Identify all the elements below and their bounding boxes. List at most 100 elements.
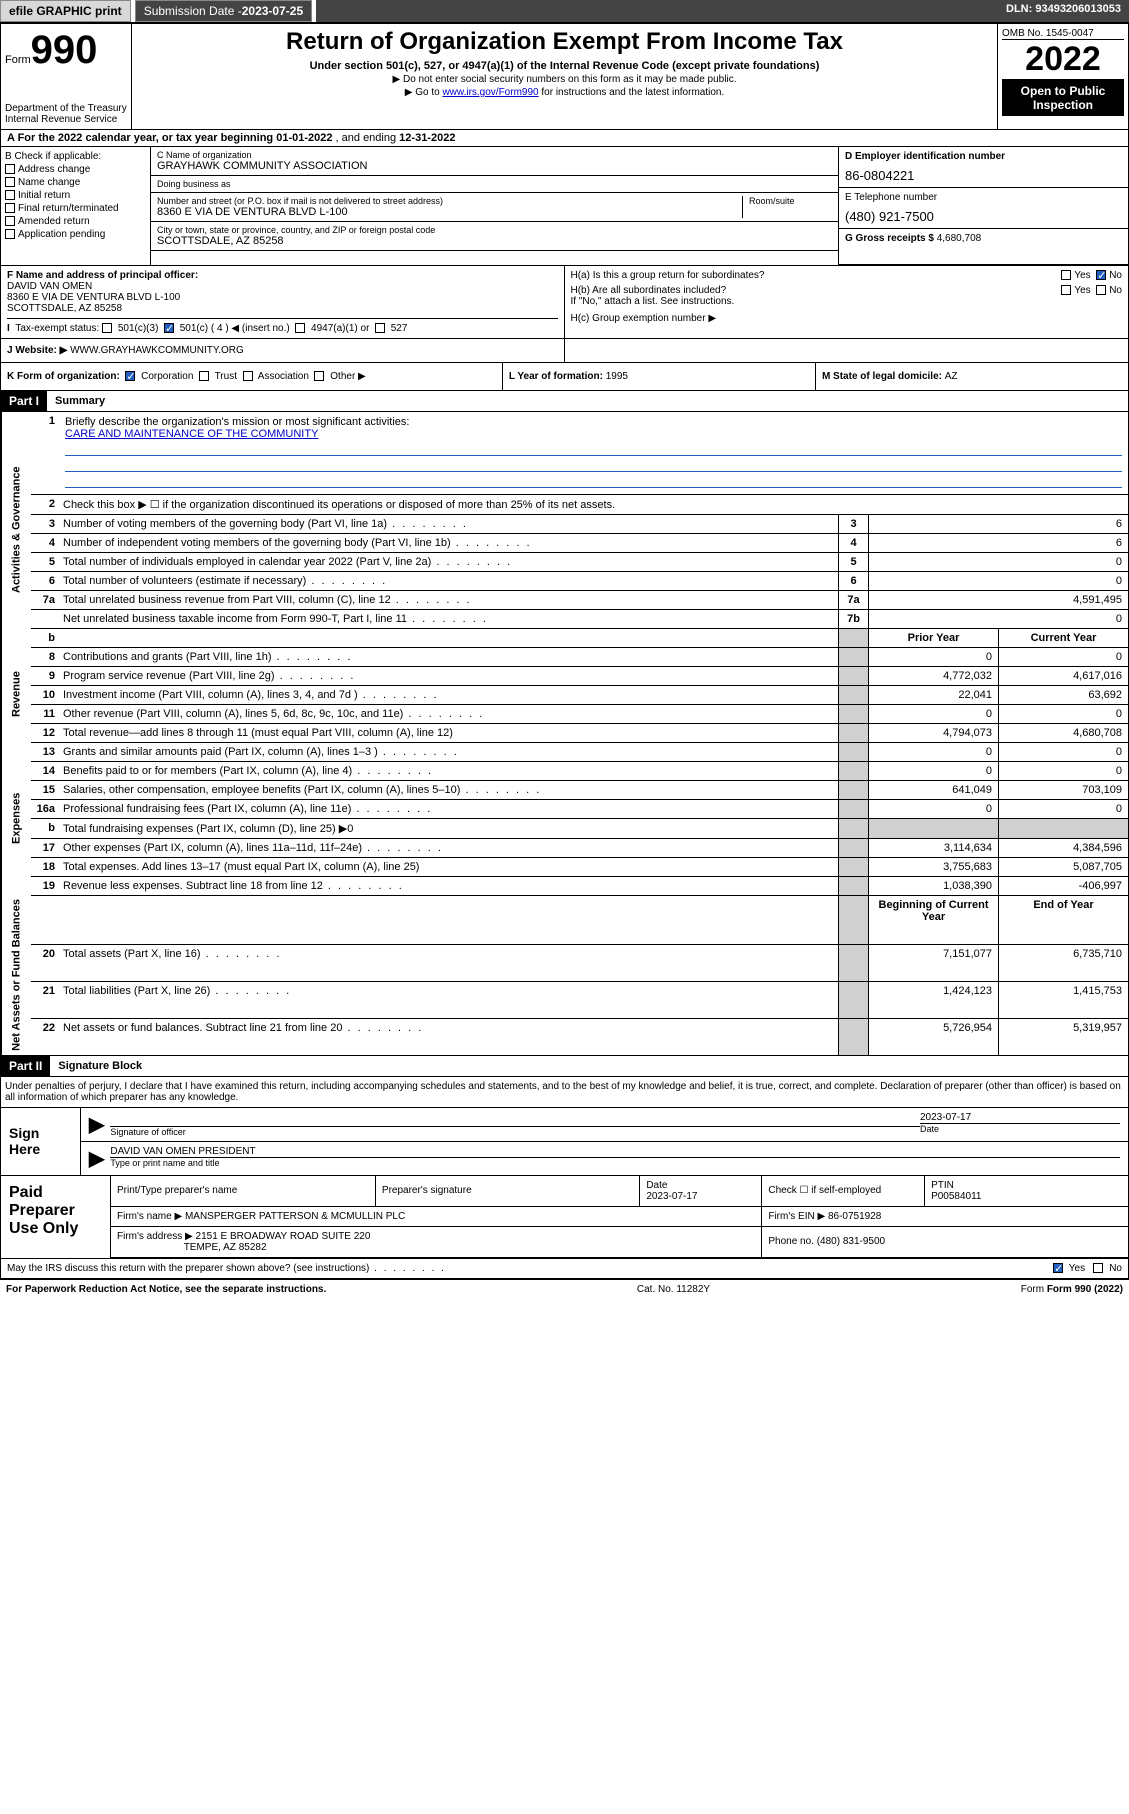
typed-name-col: DAVID VAN OMEN PRESIDENT Type or print n…	[110, 1146, 1120, 1171]
efile-button[interactable]: efile GRAPHIC print	[0, 0, 131, 22]
firm-ein-label: Firm's EIN ▶	[768, 1211, 828, 1222]
website-value: WWW.GRAYHAWKCOMMUNITY.ORG	[70, 345, 244, 356]
chk-501c[interactable]	[164, 323, 174, 333]
chk-trust[interactable]	[199, 371, 209, 381]
chk-lbl: Final return/terminated	[18, 203, 119, 214]
rev-desc-8: Contributions and grants (Part VIII, lin…	[59, 647, 838, 666]
ln-exp-18: 18	[31, 857, 59, 876]
hdr-prior: Prior Year	[868, 628, 998, 647]
sign-here: Sign Here ▶ Signature of officer 2023-07…	[0, 1108, 1129, 1176]
lbl-501c: 501(c) ( 4 ) ◀ (insert no.)	[180, 323, 290, 334]
hdr-begin: Beginning of Current Year	[868, 895, 998, 944]
prep-h3: Date	[646, 1180, 667, 1191]
exp-p-16a: 0	[868, 799, 998, 818]
caret-icon: ▶	[89, 1112, 110, 1137]
chk-app-pending[interactable]: Application pending	[5, 229, 146, 240]
net-c-21: 1,415,753	[998, 981, 1128, 1018]
city-label: City or town, state or province, country…	[157, 225, 832, 235]
chk-other[interactable]	[314, 371, 324, 381]
chk-name-change[interactable]: Name change	[5, 177, 146, 188]
exp-desc-18: Total expenses. Add lines 13–17 (must eq…	[59, 857, 838, 876]
rev-sh-10	[838, 685, 868, 704]
chk-address-change[interactable]: Address change	[5, 164, 146, 175]
caret-icon: ▶	[89, 1146, 110, 1171]
ln-net-hdr	[31, 895, 59, 944]
net-c-22: 5,319,957	[998, 1018, 1128, 1055]
ein-value: 86-0804221	[845, 168, 1122, 183]
chk-lbl: Initial return	[18, 190, 70, 201]
dba-field: Doing business as	[151, 176, 838, 193]
street-value: 8360 E VIA DE VENTURA BLVD L-100	[157, 206, 742, 218]
gross-receipts-field: G Gross receipts $ 4,680,708	[838, 229, 1128, 265]
hb-no: No	[1109, 285, 1122, 296]
gov-val-6: 0	[868, 571, 1128, 590]
ln-gov-7a: 7a	[31, 590, 59, 609]
exp-c-16a: 0	[998, 799, 1128, 818]
line-a-end: 12-31-2022	[399, 132, 455, 144]
tax-exempt-status: I Tax-exempt status: 501(c)(3) 501(c) ( …	[7, 318, 558, 334]
chk-lbl: Name change	[18, 177, 80, 188]
prep-h5: PTIN	[931, 1180, 954, 1191]
exp-sh-17	[838, 838, 868, 857]
chk-527[interactable]	[375, 323, 385, 333]
phone-label: E Telephone number	[845, 192, 1122, 203]
chk-ha-no[interactable]	[1096, 270, 1106, 280]
form-note1: Do not enter social security numbers on …	[136, 74, 993, 85]
chk-discuss-no[interactable]	[1093, 1263, 1103, 1273]
part2-header: Part II Signature Block	[0, 1056, 1129, 1077]
chk-initial-return[interactable]: Initial return	[5, 190, 146, 201]
year-formation: L Year of formation: 1995	[502, 363, 815, 390]
ln-exp-13: 13	[31, 742, 59, 761]
ln-net-21: 21	[31, 981, 59, 1018]
discuss-yes: Yes	[1069, 1263, 1085, 1274]
ln-net-22: 22	[31, 1018, 59, 1055]
exp-desc-19: Revenue less expenses. Subtract line 18 …	[59, 876, 838, 895]
chk-501c3[interactable]	[102, 323, 112, 333]
gov-val-5: 0	[868, 552, 1128, 571]
side-revenue: Revenue	[1, 647, 31, 742]
gov-box-4: 4	[838, 533, 868, 552]
rev-c-11: 0	[998, 704, 1128, 723]
chk-final-return[interactable]: Final return/terminated	[5, 203, 146, 214]
exp-p-15: 641,049	[868, 780, 998, 799]
chk-assoc[interactable]	[243, 371, 253, 381]
net-desc-20: Total assets (Part X, line 16)	[59, 944, 838, 981]
exp-c-18: 5,087,705	[998, 857, 1128, 876]
net-sh-20	[838, 944, 868, 981]
ln-2: 2	[31, 494, 59, 514]
firm-phone: (480) 831-9500	[817, 1236, 885, 1247]
phone-field: E Telephone number (480) 921-7500	[838, 188, 1128, 229]
chk-hb-yes[interactable]	[1061, 285, 1071, 295]
chk-4947[interactable]	[295, 323, 305, 333]
prep-h1: Print/Type preparer's name	[111, 1176, 375, 1207]
hdr-current: Current Year	[998, 628, 1128, 647]
exp-c-16b	[998, 818, 1128, 838]
org-name-label: C Name of organization	[157, 150, 832, 160]
ln-exp-16b: b	[31, 818, 59, 838]
form-title: Return of Organization Exempt From Incom…	[136, 28, 993, 56]
chk-ha-yes[interactable]	[1061, 270, 1071, 280]
gov-val-3: 6	[868, 514, 1128, 533]
exp-c-17: 4,384,596	[998, 838, 1128, 857]
rev-desc-11: Other revenue (Part VIII, column (A), li…	[59, 704, 838, 723]
dba-label: Doing business as	[157, 179, 832, 189]
side-netassets: Net Assets or Fund Balances	[1, 895, 31, 1055]
form990-link[interactable]: www.irs.gov/Form990	[442, 87, 538, 98]
street-field: Number and street (or P.O. box if mail i…	[151, 193, 838, 222]
principal-officer: F Name and address of principal officer:…	[1, 266, 565, 338]
rev-c-8: 0	[998, 647, 1128, 666]
mission-text[interactable]: CARE AND MAINTENANCE OF THE COMMUNITY	[65, 428, 318, 440]
chk-amended[interactable]: Amended return	[5, 216, 146, 227]
ln-gov-6: 6	[31, 571, 59, 590]
exp-p-19: 1,038,390	[868, 876, 998, 895]
gov-box-7a: 7a	[838, 590, 868, 609]
chk-discuss-yes[interactable]	[1053, 1263, 1063, 1273]
page-footer: For Paperwork Reduction Act Notice, see …	[0, 1279, 1129, 1299]
chk-corp[interactable]	[125, 371, 135, 381]
hc-label: H(c) Group exemption number ▶	[571, 313, 1123, 324]
firm-name: MANSPERGER PATTERSON & MCMULLIN PLC	[185, 1211, 405, 1222]
footer-left: For Paperwork Reduction Act Notice, see …	[6, 1284, 326, 1295]
chk-hb-no[interactable]	[1096, 285, 1106, 295]
ln-exp-16a: 16a	[31, 799, 59, 818]
summary-table: Activities & Governance 1 Briefly descri…	[0, 412, 1129, 1056]
